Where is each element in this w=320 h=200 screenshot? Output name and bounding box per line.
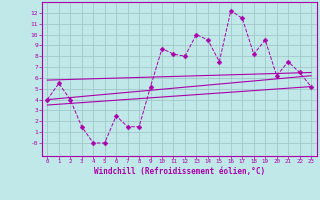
X-axis label: Windchill (Refroidissement éolien,°C): Windchill (Refroidissement éolien,°C) bbox=[94, 167, 265, 176]
